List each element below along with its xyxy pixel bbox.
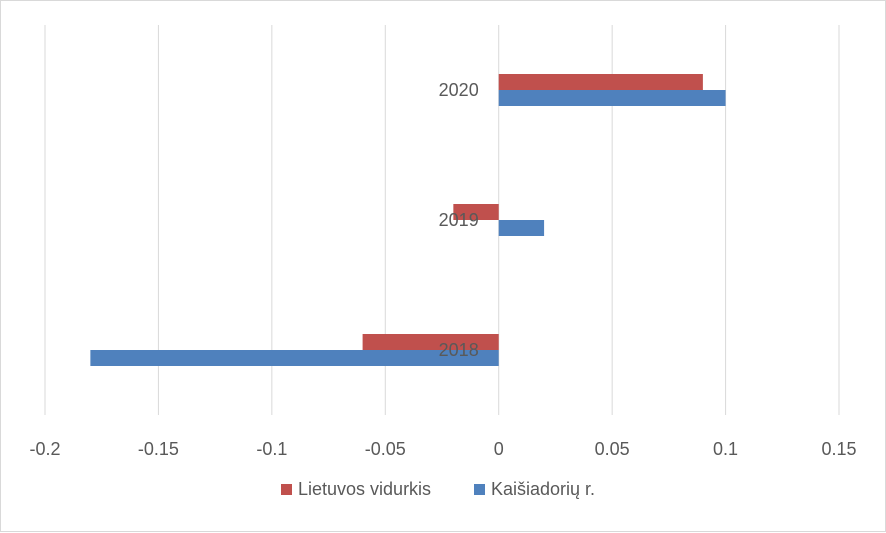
bar-2018-kaisiadoriu-r [90, 350, 499, 366]
bars [90, 74, 726, 366]
x-tick-label: 0 [494, 439, 504, 459]
bar-2018-lietuvos-vidurkis [362, 334, 499, 350]
x-tick-label: -0.2 [29, 439, 60, 459]
category-labels: 2018 2019 2020 [439, 80, 479, 360]
x-tick-label: 0.05 [595, 439, 630, 459]
x-tick-label: -0.1 [256, 439, 287, 459]
bar-2019-lietuvos-vidurkis [453, 204, 499, 220]
bar-2020-lietuvos-vidurkis [498, 74, 703, 90]
category-label: 2020 [439, 80, 479, 100]
x-tick-label: 0.15 [821, 439, 856, 459]
x-tick-label: -0.05 [365, 439, 406, 459]
legend-label: Lietuvos vidurkis [298, 479, 431, 499]
x-tick-label: 0.1 [713, 439, 738, 459]
legend-swatch [281, 484, 292, 495]
category-label: 2018 [439, 340, 479, 360]
x-tick-label: -0.15 [138, 439, 179, 459]
bar-2019-kaisiadoriu-r [498, 220, 545, 236]
legend-label: Kaišiadorių r. [491, 479, 595, 499]
bar-2020-kaisiadoriu-r [498, 90, 726, 106]
legend-swatch [474, 484, 485, 495]
category-label: 2019 [439, 210, 479, 230]
legend: Lietuvos vidurkis Kaišiadorių r. [281, 479, 595, 499]
x-axis-tick-labels: -0.2 -0.15 -0.1 -0.05 0 0.05 0.1 0.15 [29, 439, 856, 459]
